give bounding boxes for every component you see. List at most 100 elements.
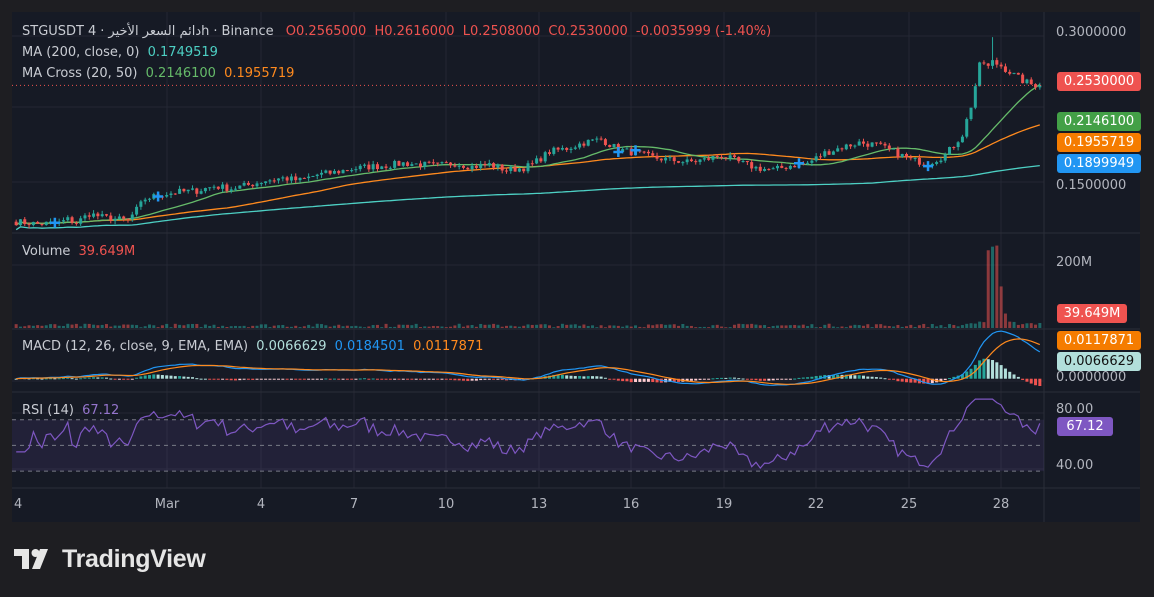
volume-bar	[616, 325, 620, 328]
macd-histogram-bar	[775, 378, 779, 380]
macd-histogram-bar	[685, 378, 689, 382]
candle-body	[195, 188, 199, 194]
volume-bar	[535, 324, 539, 328]
volume-tag: 39.649M	[1057, 304, 1127, 323]
volume-bar	[1008, 321, 1012, 328]
volume-bar	[591, 325, 595, 328]
candle-body	[246, 182, 250, 185]
volume-bar	[586, 325, 590, 328]
candle-body	[130, 214, 134, 220]
volume-bar	[565, 324, 569, 328]
macd-histogram-bar	[646, 378, 650, 382]
macd-histogram-bar	[203, 378, 207, 380]
candle-body	[870, 142, 874, 147]
macd-signal-line	[16, 338, 1041, 385]
candle-body	[952, 147, 956, 149]
macd-histogram-bar	[569, 375, 573, 379]
volume-bar	[139, 327, 143, 328]
macd-legend[interactable]: MACD (12, 26, close, 9, EMA, EMA) 0.0066…	[22, 339, 487, 354]
candle-body	[552, 147, 556, 154]
candle-body	[775, 165, 779, 169]
candle-body	[268, 180, 272, 182]
volume-legend[interactable]: Volume 39.649M	[22, 244, 139, 259]
candle-body	[548, 152, 552, 154]
macd-histogram-bar	[388, 378, 392, 380]
candle-body	[758, 166, 762, 171]
macd-histogram-bar	[122, 378, 126, 380]
volume-bar	[818, 327, 822, 328]
candle-body	[117, 216, 121, 219]
macd-histogram-bar	[591, 376, 595, 379]
candle-body	[732, 155, 736, 157]
candle-body	[500, 164, 504, 171]
macross-legend[interactable]: MA Cross (20, 50) 0.2146100 0.1955719	[22, 66, 298, 81]
candle-body	[685, 159, 689, 163]
rsi-line	[16, 398, 1041, 470]
volume-bar	[143, 326, 147, 328]
macd-histogram-bar	[375, 378, 379, 380]
candle-body	[672, 157, 676, 162]
candle-body	[341, 170, 345, 174]
candle-body	[582, 143, 586, 146]
volume-bar	[238, 326, 242, 328]
candle-body	[397, 160, 401, 166]
volume-bar	[203, 324, 207, 328]
candle-body	[905, 153, 909, 158]
macd-histogram-bar	[763, 378, 767, 381]
rsi-legend[interactable]: RSI (14) 67.12	[22, 403, 123, 418]
symbol-legend[interactable]: STGUSDT 4 · دائم السعر الأخيرh · Binance O0.2…	[22, 24, 772, 39]
macd-histogram-bar	[960, 374, 964, 379]
volume-bar	[1003, 313, 1007, 328]
macd-histogram-bar	[281, 378, 285, 380]
macd-histogram-bar	[720, 377, 724, 379]
volume-bar	[504, 325, 508, 328]
candle-body	[715, 155, 719, 157]
brand-logo[interactable]: TradingView	[14, 544, 206, 574]
volume-bar	[509, 325, 513, 328]
candle-body	[147, 198, 151, 200]
chart-frame[interactable]: 0.3000000 0.1500000 200M 0.0000000 80.00…	[12, 12, 1141, 522]
volume-bar	[186, 324, 190, 328]
macd-histogram-bar	[896, 378, 900, 382]
subtitle: دائم السعر الأخير	[108, 24, 202, 39]
volume-bar	[40, 325, 44, 328]
macd-histogram-bar	[638, 378, 642, 382]
candle-body	[182, 188, 186, 192]
macd-histogram-bar	[350, 378, 354, 380]
volume-bar	[341, 326, 345, 328]
candle-body	[642, 151, 646, 153]
macd-histogram-bar	[677, 378, 681, 382]
volume-bar	[689, 325, 693, 328]
symbol: STGUSDT	[22, 24, 84, 39]
volume-bar	[668, 324, 672, 328]
volume-bar	[741, 324, 745, 328]
volume-bar	[763, 325, 767, 328]
volume-bar	[745, 324, 749, 328]
macd-histogram-bar	[969, 368, 973, 379]
volume-bar	[543, 324, 547, 328]
candle-body	[978, 62, 982, 87]
macd-histogram-bar	[66, 377, 70, 379]
volume-bar	[423, 326, 427, 328]
macd-histogram-bar	[853, 375, 857, 379]
chart-canvas[interactable]: 0.3000000 0.1500000 200M 0.0000000 80.00…	[12, 12, 1140, 522]
ma200-legend[interactable]: MA (200, close, 0) 0.1749519	[22, 45, 222, 60]
volume-bar	[629, 326, 633, 328]
candle-body	[892, 148, 896, 150]
candle-body	[40, 223, 44, 225]
volume-bar	[229, 326, 233, 328]
macd-histogram-bar	[655, 378, 659, 383]
volume-bar	[367, 326, 371, 328]
candle-body	[754, 166, 758, 169]
macd-histogram-bar	[943, 378, 947, 381]
volume-bar	[18, 326, 22, 328]
candle-body	[453, 165, 457, 167]
macd-histogram-bar	[608, 378, 612, 380]
macd-histogram-bar	[500, 378, 504, 380]
volume-bar	[126, 324, 130, 328]
candle-body	[277, 178, 281, 181]
macd-histogram-bar	[870, 376, 874, 379]
macd-histogram-bar	[165, 375, 169, 379]
macd-histogram-bar	[582, 376, 586, 379]
macd-histogram-bar	[113, 378, 117, 380]
